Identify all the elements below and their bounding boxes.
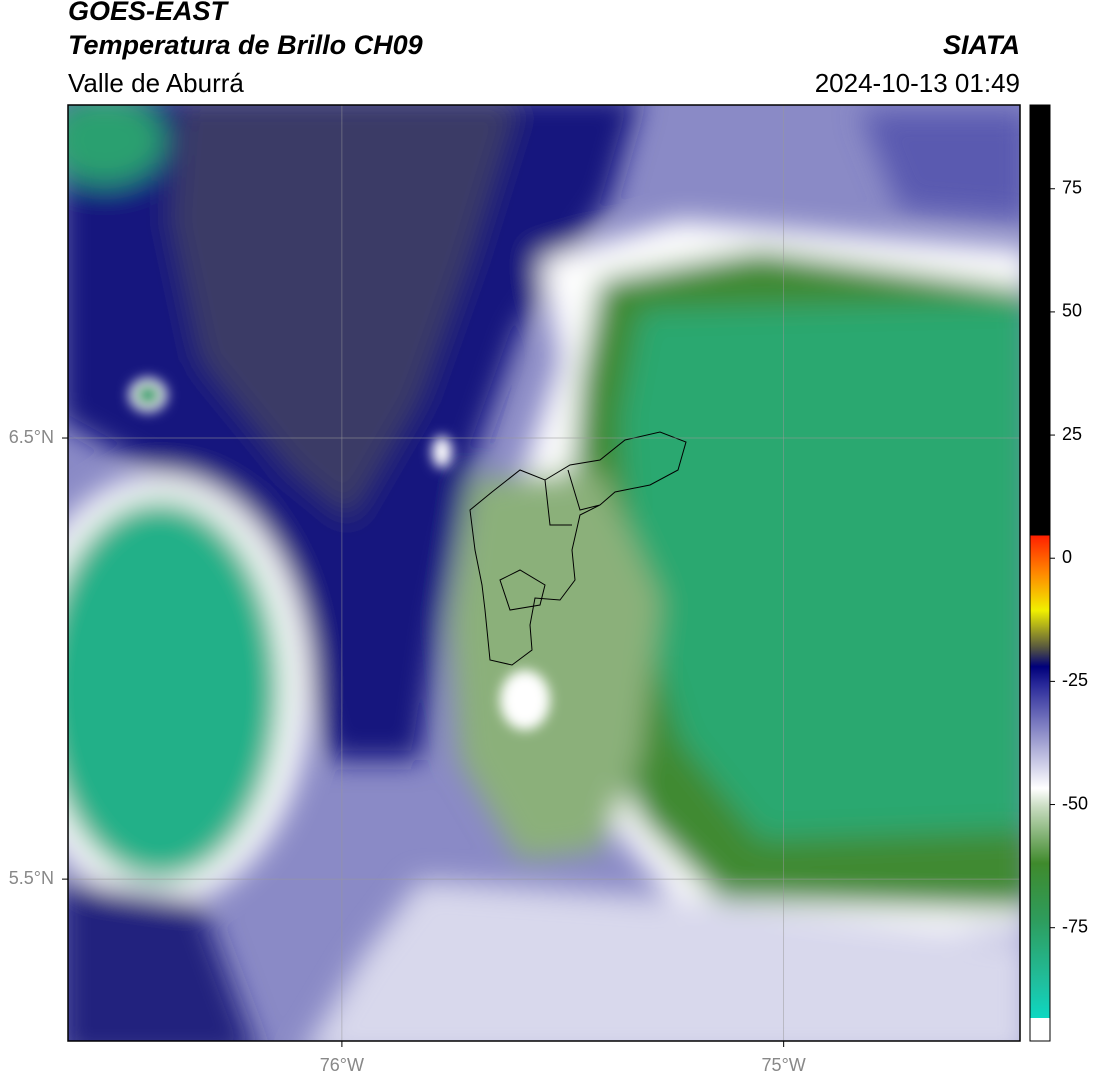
region: Valle de Aburrá xyxy=(68,68,244,98)
colorbar-tick-label: 75 xyxy=(1062,177,1082,197)
colorbar-tick-label: 25 xyxy=(1062,424,1082,444)
agency: SIATA xyxy=(943,30,1020,60)
municipality-boundaries xyxy=(469,431,687,666)
colorbar-tick-label: -75 xyxy=(1062,916,1088,936)
datetime: 2024-10-13 01:49 xyxy=(815,68,1020,98)
map-frame xyxy=(67,104,1021,1042)
lat-tick-label: 5.5°N xyxy=(9,868,54,888)
title: GOES-EAST xyxy=(68,0,230,26)
colorbar-tick-label: 50 xyxy=(1062,301,1082,321)
satellite-image xyxy=(68,105,1020,1041)
colorbar-frame xyxy=(1029,104,1051,1042)
subtitle: Temperatura de Brillo CH09 xyxy=(68,30,423,60)
colorbar-tick-label: -25 xyxy=(1062,670,1088,690)
colorbar xyxy=(1030,105,1050,1041)
lon-tick-label: 76°W xyxy=(320,1055,364,1075)
colorbar-under xyxy=(1030,1018,1050,1041)
colorbar-tick-label: 0 xyxy=(1062,547,1072,567)
colorbar-tick-label: -50 xyxy=(1062,793,1088,813)
lat-tick-label: 6.5°N xyxy=(9,427,54,447)
lon-tick-label: 75°W xyxy=(762,1055,806,1075)
